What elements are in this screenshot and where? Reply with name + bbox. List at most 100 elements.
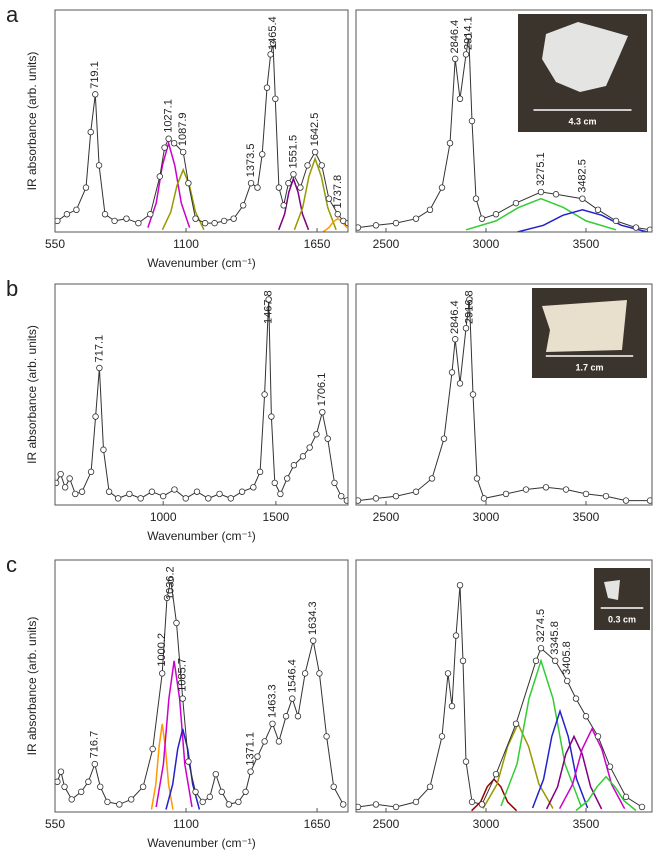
spectrum-point bbox=[97, 783, 104, 790]
spectrum-point bbox=[372, 801, 380, 808]
plot-frame bbox=[355, 559, 653, 813]
peak-label: 3345.8 bbox=[549, 621, 561, 655]
x-tick-label: 3500 bbox=[573, 237, 600, 251]
spectrum-point bbox=[606, 763, 614, 770]
spectrum-point bbox=[87, 128, 94, 136]
spectrum-point bbox=[472, 195, 480, 202]
spectrum-point bbox=[579, 195, 586, 202]
spectrum-point bbox=[310, 637, 317, 644]
peak-label: 1000.2 bbox=[156, 633, 168, 667]
inset-sample bbox=[604, 580, 620, 600]
plot-area bbox=[356, 33, 652, 232]
peak-label: 1706.1 bbox=[316, 373, 328, 407]
spectrum-point bbox=[462, 758, 470, 765]
spectrum-point bbox=[163, 594, 171, 601]
spectrum-point bbox=[537, 188, 545, 196]
x-tick-label: 3500 bbox=[573, 817, 600, 831]
spectrum-point bbox=[622, 793, 630, 801]
spectrum-point bbox=[137, 495, 144, 502]
spectrum-point bbox=[126, 490, 133, 498]
spectrum-point bbox=[448, 702, 456, 710]
spectrum-point bbox=[466, 296, 473, 303]
spectrum-point bbox=[372, 495, 380, 502]
spectrum-point bbox=[462, 51, 470, 58]
x-tick-label: 1500 bbox=[263, 510, 290, 524]
spectrum-point bbox=[211, 219, 218, 227]
spectrum-point bbox=[552, 191, 560, 198]
spectrum-point bbox=[114, 495, 122, 502]
spectrum-point bbox=[159, 492, 167, 500]
spectrum-point bbox=[104, 798, 111, 806]
spectrum-point bbox=[171, 486, 178, 493]
spectrum-point bbox=[218, 788, 225, 796]
spectrum-point bbox=[446, 139, 454, 147]
panel-letter: b bbox=[6, 276, 18, 301]
spectrum-point bbox=[201, 219, 209, 227]
spectrum-point bbox=[95, 162, 103, 169]
spectrum-point bbox=[452, 55, 459, 63]
spectrum-point bbox=[238, 488, 246, 495]
spectrum-line bbox=[357, 585, 643, 808]
spectrum-point bbox=[392, 492, 400, 500]
spectrum-point bbox=[646, 497, 652, 504]
spectrum-point bbox=[239, 202, 247, 209]
spectrum-point bbox=[92, 91, 99, 98]
spectrum-point bbox=[392, 219, 400, 227]
spectrum-point bbox=[277, 490, 284, 498]
spectrum-point bbox=[311, 148, 319, 156]
spectrum-point bbox=[283, 475, 291, 482]
spectrum-point bbox=[57, 470, 64, 478]
spectrum-point bbox=[299, 453, 307, 460]
inset-scale-label: 1.7 cm bbox=[575, 362, 603, 372]
spectrum-point bbox=[199, 798, 206, 806]
spectrum-point bbox=[267, 51, 274, 58]
peak-label: 1373.5 bbox=[245, 144, 257, 178]
spectrum-point bbox=[356, 497, 362, 504]
spectrum-point bbox=[161, 144, 168, 151]
spectrum-point bbox=[452, 336, 459, 343]
spectrum-point bbox=[502, 490, 510, 498]
spectrum-point bbox=[55, 217, 61, 225]
spectrum-point bbox=[261, 738, 268, 745]
x-tick-label: 1100 bbox=[173, 817, 199, 831]
component-curve bbox=[147, 140, 191, 228]
spectrum-point bbox=[343, 497, 348, 504]
plot-area bbox=[55, 296, 348, 504]
spectrum-point bbox=[230, 215, 237, 222]
spectrum-point bbox=[330, 783, 337, 790]
spectrum-point bbox=[542, 484, 550, 491]
spectrum-point bbox=[306, 444, 313, 451]
spectrum-point bbox=[105, 488, 113, 495]
spectrum-point bbox=[294, 713, 302, 720]
spectrum-point bbox=[66, 475, 73, 482]
spectrum-point bbox=[261, 391, 268, 398]
spectrum-point bbox=[282, 713, 290, 720]
spectrum-point bbox=[356, 803, 362, 811]
spectrum-point bbox=[179, 695, 186, 702]
component-curve bbox=[150, 723, 174, 810]
x-tick-label: 2500 bbox=[373, 510, 400, 524]
peak-label: 2846.4 bbox=[449, 20, 461, 54]
plot-frame bbox=[355, 283, 653, 506]
spectrum-point bbox=[572, 695, 580, 702]
x-tick-label: 1650 bbox=[304, 237, 331, 251]
spectrum-point bbox=[338, 492, 345, 500]
spectrum-point bbox=[247, 768, 254, 775]
spectrum-line bbox=[357, 299, 650, 502]
y-axis-label: IR absorbance (arb. units) bbox=[25, 617, 39, 756]
spectrum-point bbox=[173, 619, 180, 627]
plot-area bbox=[356, 296, 652, 504]
spectrum-point bbox=[465, 33, 472, 40]
spectrum-point bbox=[170, 139, 178, 147]
peak-label: 1465.4 bbox=[267, 16, 279, 50]
x-tick-label: 3500 bbox=[573, 510, 600, 524]
plot-area bbox=[55, 576, 347, 810]
peak-label: 3275.1 bbox=[535, 152, 547, 186]
spectrum-point bbox=[301, 670, 309, 677]
spectrum-point bbox=[324, 435, 331, 442]
x-tick-label: 3000 bbox=[473, 817, 500, 831]
component-curve bbox=[277, 176, 310, 231]
peak-label: 1551.5 bbox=[288, 135, 300, 169]
spectrum-point bbox=[426, 783, 434, 790]
